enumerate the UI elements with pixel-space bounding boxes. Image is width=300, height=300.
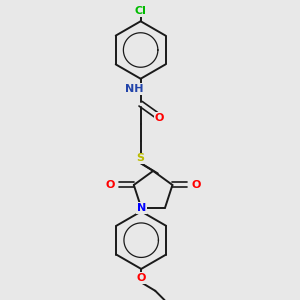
Text: O: O xyxy=(191,180,201,190)
Text: NH: NH xyxy=(125,84,144,94)
Text: S: S xyxy=(136,153,145,164)
Text: O: O xyxy=(154,113,164,123)
Text: Cl: Cl xyxy=(135,6,147,16)
Text: N: N xyxy=(136,203,146,213)
Text: O: O xyxy=(106,180,115,190)
Text: O: O xyxy=(136,273,146,283)
